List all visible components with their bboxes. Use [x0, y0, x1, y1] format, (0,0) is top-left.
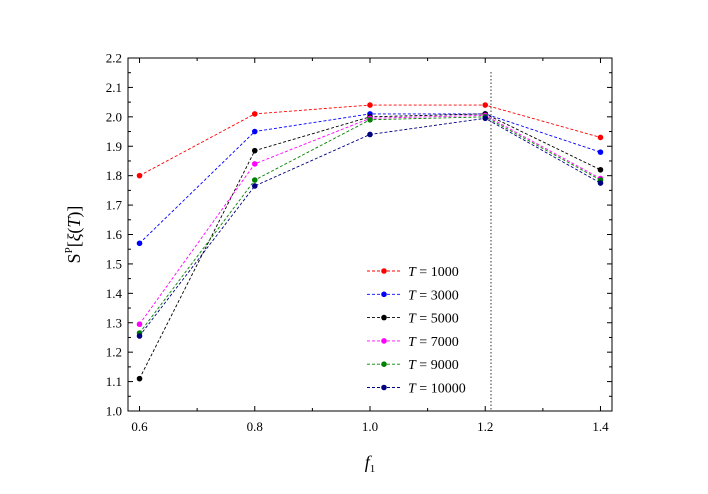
- y-axis: 1.0 1.1 1.2 1.3 1.4 1.5 1.6 1.7 1.8 1.9 2.0 2.1 2.2: [106, 51, 612, 419]
- legend-item: T = 3000: [367, 288, 459, 303]
- y-axis-title-bracket-close: ]: [64, 206, 84, 212]
- legend-label: T = 9000: [408, 358, 459, 373]
- legend-label-value: = 5000: [416, 312, 459, 327]
- data-point: [482, 115, 489, 122]
- x-tick-label: 1.4: [592, 419, 609, 434]
- legend-label: T = 1000: [408, 265, 459, 280]
- data-point: [367, 102, 373, 108]
- legend-item: T = 5000: [367, 312, 459, 327]
- legend-label-value: = 9000: [416, 358, 459, 373]
- y-tick-label: 1.1: [106, 374, 122, 389]
- series-line: [139, 116, 601, 334]
- legend-item: T = 10000: [367, 382, 466, 397]
- legend-marker: [381, 384, 387, 391]
- data-point: [136, 240, 143, 247]
- plot-frame: [127, 57, 613, 412]
- data-point: [251, 177, 258, 183]
- x-tick-label: 1.2: [477, 419, 493, 434]
- data-point: [136, 375, 143, 382]
- y-axis-title-superscript: P: [63, 247, 75, 253]
- legend-label-var: T: [408, 288, 417, 303]
- y-axis-title-main: S: [64, 253, 84, 263]
- series-line: [139, 113, 601, 379]
- series-0: [136, 102, 604, 179]
- data-point: [136, 333, 143, 339]
- data-point: [136, 321, 143, 328]
- series-line: [139, 114, 601, 325]
- legend-label: T = 3000: [408, 288, 459, 303]
- x-tick-label: 0.8: [247, 419, 263, 434]
- y-axis-title-paren-open: (: [64, 228, 85, 234]
- legend-item: T = 7000: [367, 335, 459, 350]
- y-axis-title-bracket-open: [: [64, 241, 84, 247]
- legend-marker: [381, 314, 387, 321]
- legend-label-var: T: [408, 382, 417, 397]
- series-1: [136, 111, 604, 247]
- y-tick-label: 2.1: [106, 80, 122, 95]
- data-point: [251, 161, 258, 167]
- data-point: [251, 183, 258, 189]
- legend-label: T = 5000: [408, 312, 459, 327]
- y-axis-title-xi: ξ: [64, 233, 84, 241]
- series-3: [136, 112, 604, 328]
- x-axis-title-subscript: 1: [370, 463, 376, 475]
- legend-label-var: T: [408, 335, 417, 350]
- y-tick-label: 1.2: [106, 345, 122, 360]
- y-axis-title-paren-close: ): [64, 212, 85, 218]
- legend-item: T = 9000: [367, 358, 459, 373]
- y-tick-label: 1.4: [106, 286, 123, 301]
- data-point: [597, 180, 604, 186]
- y-tick-label: 1.9: [106, 139, 122, 154]
- legend-label-value: = 7000: [416, 335, 459, 350]
- legend-label-value: = 10000: [416, 382, 466, 397]
- legend-label-var: T: [408, 265, 417, 280]
- legend-item: T = 1000: [367, 265, 459, 280]
- data-point: [367, 116, 373, 123]
- y-tick-label: 2.0: [106, 109, 122, 124]
- y-tick-label: 1.8: [106, 168, 122, 183]
- x-tick-label: 1.0: [362, 419, 378, 434]
- x-axis: 0.6 0.8 1.0 1.2 1.4: [131, 58, 609, 434]
- y-tick-label: 1.6: [106, 227, 123, 242]
- x-axis-title-main: f: [365, 452, 373, 472]
- data-point: [251, 128, 258, 135]
- legend-label-value: = 1000: [416, 265, 459, 280]
- data-point: [597, 149, 604, 155]
- y-tick-label: 1.5: [106, 256, 122, 271]
- y-tick-label: 1.0: [106, 404, 122, 419]
- legend-marker: [381, 361, 387, 368]
- series-layer: [136, 102, 604, 382]
- data-point: [597, 134, 604, 141]
- y-tick-label: 2.2: [106, 51, 122, 66]
- x-tick-label: 0.6: [131, 419, 148, 434]
- data-point: [597, 166, 604, 173]
- y-tick-label: 1.7: [106, 198, 123, 213]
- data-point: [482, 102, 489, 108]
- legend-marker: [381, 268, 387, 274]
- legend-label-var: T: [408, 312, 417, 327]
- legend-label: T = 10000: [408, 382, 466, 397]
- y-axis-title: SP[ξ(T)]: [63, 206, 85, 264]
- legend-label-var: T: [408, 358, 417, 373]
- series-line: [139, 117, 601, 337]
- series-4: [136, 114, 604, 336]
- y-tick-label: 1.3: [106, 315, 122, 330]
- x-axis-title: f1: [365, 452, 376, 475]
- data-point: [251, 111, 258, 117]
- series-5: [136, 115, 604, 339]
- legend-marker: [381, 291, 387, 298]
- data-point: [367, 131, 373, 138]
- legend-label: T = 7000: [408, 335, 459, 350]
- legend-marker: [381, 338, 387, 344]
- plot-area: [127, 57, 613, 412]
- y-axis-title-t: T: [64, 216, 84, 228]
- legend-label-value: = 3000: [416, 288, 459, 303]
- data-point: [251, 147, 258, 154]
- data-point: [136, 172, 143, 179]
